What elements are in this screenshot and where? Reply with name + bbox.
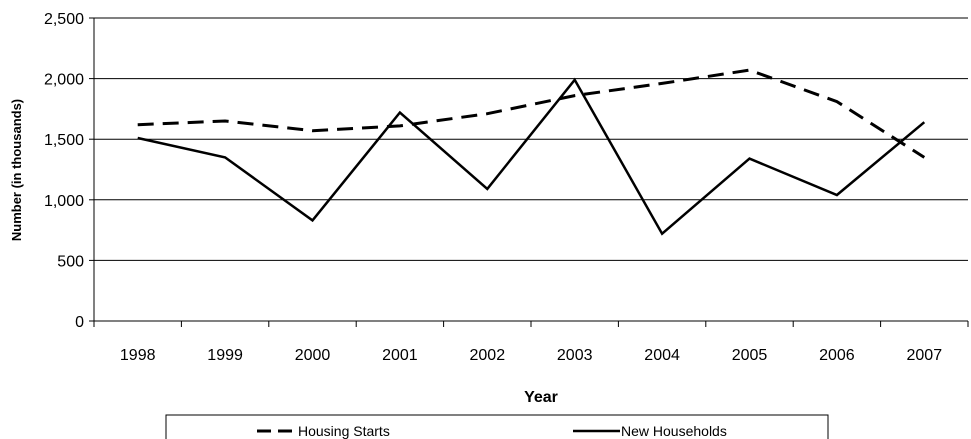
x-tick-label: 2007 bbox=[907, 347, 943, 364]
y-tick-label: 1,000 bbox=[44, 193, 84, 210]
x-axis-title: Year bbox=[524, 389, 558, 406]
legend-label-new-households: New Households bbox=[621, 423, 727, 439]
x-tick-label: 2001 bbox=[382, 347, 418, 364]
x-tick-label: 2002 bbox=[470, 347, 506, 364]
y-tick-label: 2,500 bbox=[44, 11, 84, 28]
x-tick-label: 2006 bbox=[819, 347, 855, 364]
x-tick-label: 2004 bbox=[644, 347, 680, 364]
y-tick-label: 500 bbox=[57, 253, 84, 270]
y-tick-label: 1,500 bbox=[44, 132, 84, 149]
y-axis-title: Number (in thousands) bbox=[9, 99, 24, 241]
x-tick-label: 2003 bbox=[557, 347, 593, 364]
gridlines bbox=[94, 17, 968, 261]
x-tick-label: 1999 bbox=[207, 347, 243, 364]
legend: Housing Starts New Households bbox=[165, 414, 829, 439]
legend-box bbox=[165, 414, 829, 439]
axes bbox=[89, 17, 969, 327]
y-tick-label: 2,000 bbox=[44, 72, 84, 89]
y-tick-labels: 0 500 1,000 1,500 2,000 2,500 bbox=[44, 11, 84, 331]
series-line-new-households bbox=[137, 77, 926, 236]
y-tick-label: 0 bbox=[75, 314, 84, 331]
x-tick-label: 1998 bbox=[120, 347, 156, 364]
series-line-housing-starts bbox=[137, 68, 926, 159]
x-tick-label: 2000 bbox=[295, 347, 331, 364]
x-tick-labels: 1998 1999 2000 2001 2002 2003 2004 2005 2006 2007 bbox=[120, 347, 942, 364]
x-tick-label: 2005 bbox=[732, 347, 768, 364]
legend-label-housing-starts: Housing Starts bbox=[298, 423, 390, 439]
series-lines bbox=[137, 68, 926, 236]
